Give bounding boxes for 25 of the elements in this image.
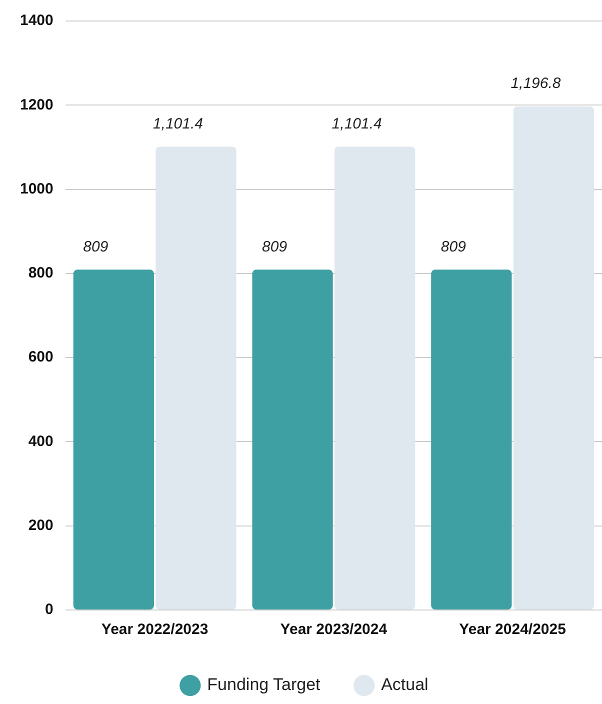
legend-label: Funding Target — [207, 675, 321, 694]
data-label: 809 — [262, 238, 288, 256]
data-label: 1,101.4 — [332, 115, 382, 132]
data-label: 1,101.4 — [152, 115, 203, 132]
data-label: 809 — [440, 238, 467, 256]
y-tick-label: 1400 — [20, 12, 54, 30]
bar — [513, 106, 594, 610]
y-tick-label: 1000 — [20, 180, 54, 198]
bar — [73, 270, 154, 610]
bar — [334, 146, 416, 610]
y-tick-label: 1200 — [20, 96, 54, 114]
x-tick-label: Year 2022/2023 — [101, 621, 208, 638]
y-tick-label: 200 — [28, 517, 54, 534]
y-tick-label: 0 — [45, 601, 54, 618]
data-label: 809 — [83, 238, 109, 256]
bar — [431, 270, 512, 610]
legend-label: Actual — [381, 675, 428, 694]
bar — [156, 146, 236, 610]
data-label: 1,196.8 — [510, 75, 562, 92]
x-tick-label: Year 2023/2024 — [280, 621, 388, 638]
y-tick-label: 600 — [28, 348, 54, 366]
bar — [252, 270, 333, 610]
y-tick-label: 400 — [28, 432, 54, 450]
x-tick-label: Year 2024/2025 — [459, 621, 566, 638]
y-tick-label: 800 — [28, 264, 54, 282]
